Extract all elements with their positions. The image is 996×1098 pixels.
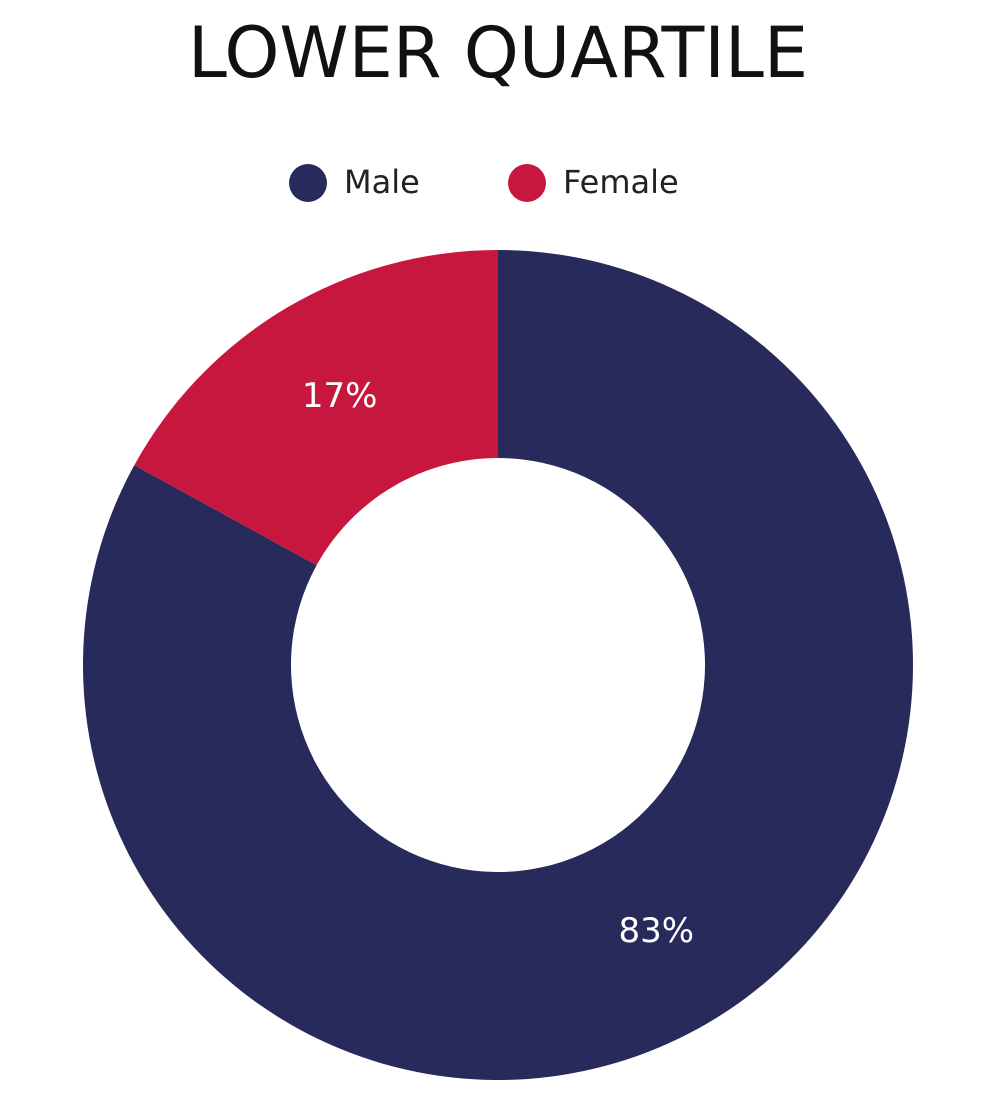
legend-label: Female <box>563 163 679 201</box>
chart-title: LOWER QUARTILE <box>188 12 808 94</box>
legend-marker <box>508 164 546 202</box>
legend-marker <box>289 164 327 202</box>
donut-slice <box>134 249 498 566</box>
legend-label: Male <box>344 163 420 201</box>
donut-slice <box>83 250 913 1080</box>
value-label: 17% <box>302 376 378 416</box>
value-label: 83% <box>619 911 695 951</box>
